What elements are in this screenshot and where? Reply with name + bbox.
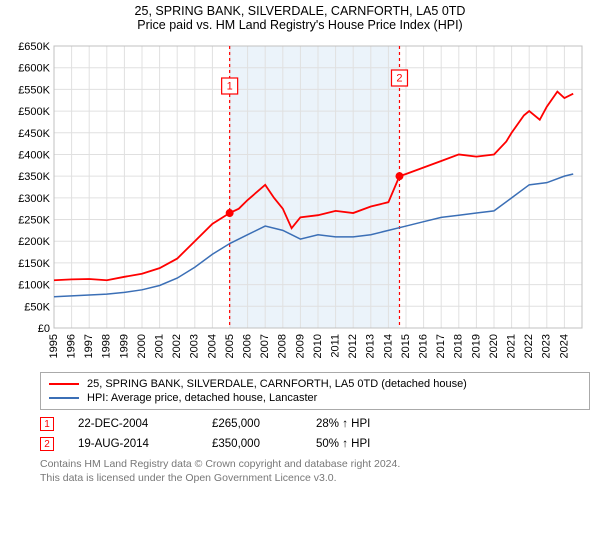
svg-text:2021: 2021 — [506, 334, 518, 358]
title-address: 25, SPRING BANK, SILVERDALE, CARNFORTH, … — [0, 4, 600, 18]
svg-text:1997: 1997 — [83, 334, 95, 358]
svg-text:£600K: £600K — [18, 63, 50, 75]
svg-text:1995: 1995 — [48, 334, 60, 358]
sale-marker-icon: 2 — [40, 437, 54, 451]
svg-text:2019: 2019 — [470, 334, 482, 358]
svg-text:2006: 2006 — [242, 334, 254, 358]
svg-text:2003: 2003 — [189, 334, 201, 358]
svg-text:2008: 2008 — [277, 334, 289, 358]
svg-text:2009: 2009 — [294, 334, 306, 358]
svg-text:2: 2 — [396, 72, 402, 84]
sale-date: 22-DEC-2004 — [78, 418, 188, 430]
legend-swatch — [49, 383, 79, 385]
svg-text:£450K: £450K — [18, 128, 50, 140]
svg-text:2015: 2015 — [400, 334, 412, 358]
svg-text:2013: 2013 — [365, 334, 377, 358]
chart-svg: £0 £50K £100K £150K £200K £250K £300K £350K £400… — [10, 38, 590, 368]
sale-price: £350,000 — [212, 438, 292, 450]
svg-text:2002: 2002 — [171, 334, 183, 358]
svg-text:2014: 2014 — [382, 334, 394, 358]
svg-text:£650K: £650K — [18, 41, 50, 53]
svg-text:2005: 2005 — [224, 334, 236, 358]
svg-text:2001: 2001 — [154, 334, 166, 358]
title-subtitle: Price paid vs. HM Land Registry's House … — [0, 18, 600, 32]
svg-text:£350K: £350K — [18, 171, 50, 183]
svg-text:2000: 2000 — [136, 334, 148, 358]
svg-text:2011: 2011 — [330, 334, 342, 358]
svg-text:2022: 2022 — [523, 334, 535, 358]
svg-text:£0: £0 — [38, 323, 50, 335]
svg-text:£300K: £300K — [18, 193, 50, 205]
svg-text:1998: 1998 — [101, 334, 113, 358]
sale-date: 19-AUG-2014 — [78, 438, 188, 450]
svg-text:£100K: £100K — [18, 280, 50, 292]
svg-text:1999: 1999 — [118, 334, 130, 358]
legend-item: 25, SPRING BANK, SILVERDALE, CARNFORTH, … — [49, 377, 581, 391]
footer: Contains HM Land Registry data © Crown c… — [40, 458, 590, 485]
legend-label: HPI: Average price, detached house, Lanc… — [87, 392, 317, 404]
svg-text:2017: 2017 — [435, 334, 447, 358]
svg-text:2016: 2016 — [418, 334, 430, 358]
svg-text:1: 1 — [227, 80, 233, 92]
svg-text:£200K: £200K — [18, 236, 50, 248]
sale-row: 1 22-DEC-2004 £265,000 28% ↑ HPI — [40, 414, 590, 434]
legend-item: HPI: Average price, detached house, Lanc… — [49, 391, 581, 405]
svg-text:2012: 2012 — [347, 334, 359, 358]
svg-text:£550K: £550K — [18, 84, 50, 96]
sale-hpi: 50% ↑ HPI — [316, 438, 416, 450]
sale-hpi: 28% ↑ HPI — [316, 418, 416, 430]
svg-text:£250K: £250K — [18, 215, 50, 227]
svg-text:£400K: £400K — [18, 149, 50, 161]
sale-marker-icon: 1 — [40, 417, 54, 431]
legend-label: 25, SPRING BANK, SILVERDALE, CARNFORTH, … — [87, 378, 467, 390]
footer-line: Contains HM Land Registry data © Crown c… — [40, 458, 590, 472]
svg-text:2020: 2020 — [488, 334, 500, 358]
legend-swatch — [49, 397, 79, 399]
sale-row: 2 19-AUG-2014 £350,000 50% ↑ HPI — [40, 434, 590, 454]
footer-line: This data is licensed under the Open Gov… — [40, 472, 590, 486]
svg-text:2023: 2023 — [541, 334, 553, 358]
sale-price: £265,000 — [212, 418, 292, 430]
svg-text:2010: 2010 — [312, 334, 324, 358]
svg-text:£50K: £50K — [24, 301, 50, 313]
svg-text:£500K: £500K — [18, 106, 50, 118]
svg-text:2007: 2007 — [259, 334, 271, 358]
svg-text:2004: 2004 — [206, 334, 218, 358]
legend: 25, SPRING BANK, SILVERDALE, CARNFORTH, … — [40, 372, 590, 410]
svg-text:£150K: £150K — [18, 258, 50, 270]
chart: £0 £50K £100K £150K £200K £250K £300K £350K £400… — [10, 38, 590, 368]
svg-text:2024: 2024 — [558, 334, 570, 358]
sales-table: 1 22-DEC-2004 £265,000 28% ↑ HPI 2 19-AU… — [40, 414, 590, 454]
svg-text:2018: 2018 — [453, 334, 465, 358]
svg-text:1996: 1996 — [66, 334, 78, 358]
